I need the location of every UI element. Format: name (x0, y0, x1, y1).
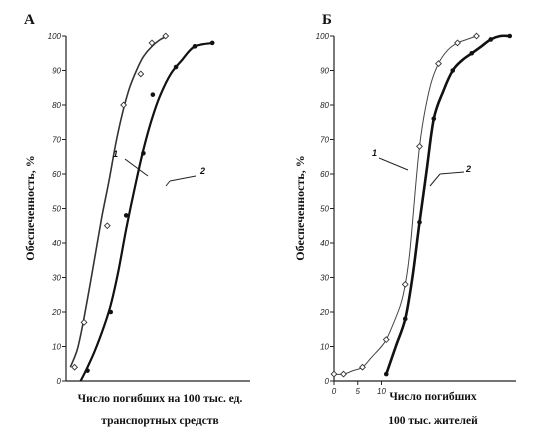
y-tick-label: 70 (52, 136, 61, 145)
panel-b-xlabel-line1: Число погибших (389, 391, 477, 403)
curve-1-leader (124, 158, 149, 177)
panel-b-chart: Б Обеспеченность, % 01020304050607080901… (293, 12, 516, 427)
series-2-point (108, 309, 114, 315)
series-1-point (330, 370, 338, 378)
panel-b-curve-labels: 1 2 (372, 148, 471, 187)
series-1-point (416, 142, 423, 150)
series-1-point (148, 39, 156, 47)
series-1-point (120, 101, 128, 109)
series-1-point (435, 60, 442, 68)
curve-1-leader (378, 157, 409, 171)
series-2-point (417, 220, 422, 225)
y-tick-label: 40 (52, 239, 61, 248)
panel-a-curves (69, 35, 215, 382)
y-tick-label: 40 (320, 239, 329, 248)
series-2-point (123, 213, 129, 218)
series-1-point (359, 363, 366, 371)
series-1-point (137, 70, 145, 78)
series-2-point (141, 151, 146, 156)
y-tick-label: 100 (316, 32, 330, 41)
series-1-point (454, 39, 461, 47)
panel-a-y-ticks: 0 10 20 30 40 50 60 70 80 90 100 (48, 32, 66, 386)
panel-b-ticks: 0 10 20 30 40 50 60 70 80 90 100 0 5 10 (316, 32, 387, 396)
series-2-point (192, 44, 198, 49)
y-tick-label: 0 (57, 377, 62, 386)
curve-2-leader-tip (429, 173, 441, 187)
curve-1-label: 1 (372, 148, 377, 158)
series-2-point (469, 50, 475, 56)
y-tick-label: 30 (320, 274, 329, 283)
y-tick-label: 70 (320, 136, 329, 145)
series-2-point (173, 64, 179, 70)
series-2-point (507, 33, 513, 39)
series-2-point (431, 116, 437, 122)
series-2-point (450, 68, 456, 73)
curve-2-leader (439, 171, 465, 175)
x-tick-label: 5 (356, 387, 361, 396)
series-2-point (85, 368, 90, 373)
series-1-point (382, 336, 390, 344)
series-1-point (162, 32, 170, 40)
series-1-point (401, 280, 409, 288)
panel-a-points (71, 32, 215, 373)
panel-b-curves (333, 34, 510, 375)
y-tick-label: 20 (51, 308, 61, 317)
y-tick-label: 80 (320, 101, 329, 110)
curve-2-leader (169, 175, 197, 182)
panel-a-chart: А Обеспеченность, % 0 10 20 30 40 50 60 70 80 90 1… (23, 12, 250, 427)
series-2-point (209, 40, 215, 46)
y-tick-label: 10 (52, 343, 61, 352)
curve-2-label: 2 (199, 166, 205, 176)
curve-2-leader-tip (165, 180, 171, 187)
y-tick-label: 100 (48, 32, 62, 41)
series-2-point (402, 316, 408, 322)
panel-a-ylabel: Обеспеченность, % (23, 155, 37, 260)
x-tick-label: 0 (332, 387, 337, 396)
curve-2-label: 2 (465, 164, 471, 174)
panel-b-points (330, 32, 513, 378)
curve-1-label: 1 (113, 149, 118, 159)
series-2-curve (385, 34, 510, 375)
y-tick-label: 50 (320, 205, 329, 214)
panel-b-letter: Б (322, 12, 332, 28)
panel-a-xlabel-line1: Число погибших на 100 тыс. ед. (78, 393, 243, 405)
panel-a-curve-labels: 1 2 (113, 149, 205, 187)
panel-b-ylabel: Обеспеченность, % (293, 155, 307, 260)
series-1-point (473, 32, 480, 40)
x-tick-label: 10 (377, 387, 386, 396)
series-1-point (71, 363, 79, 371)
series-1-point (80, 318, 88, 326)
series-1-curve (69, 35, 168, 368)
series-1-point (103, 222, 111, 230)
y-tick-label: 0 (325, 377, 330, 386)
series-1-point (340, 370, 347, 378)
y-tick-label: 20 (319, 308, 329, 317)
y-tick-label: 60 (320, 170, 329, 179)
y-tick-label: 30 (52, 274, 61, 283)
panel-b-xlabel-line2: 100 тыс. жителей (388, 415, 478, 427)
y-tick-label: 50 (52, 205, 61, 214)
y-tick-label: 80 (52, 101, 61, 110)
series-2-point (150, 92, 156, 97)
series-2-curve (79, 41, 215, 382)
series-2-point (488, 37, 494, 42)
panel-a-xlabel-line2: транспортных средств (101, 415, 218, 427)
y-tick-label: 90 (320, 67, 329, 76)
series-2-point (383, 371, 389, 377)
y-tick-label: 60 (52, 170, 61, 179)
panel-a-letter: А (24, 12, 35, 28)
y-tick-label: 10 (320, 343, 329, 352)
y-tick-label: 90 (52, 67, 61, 76)
